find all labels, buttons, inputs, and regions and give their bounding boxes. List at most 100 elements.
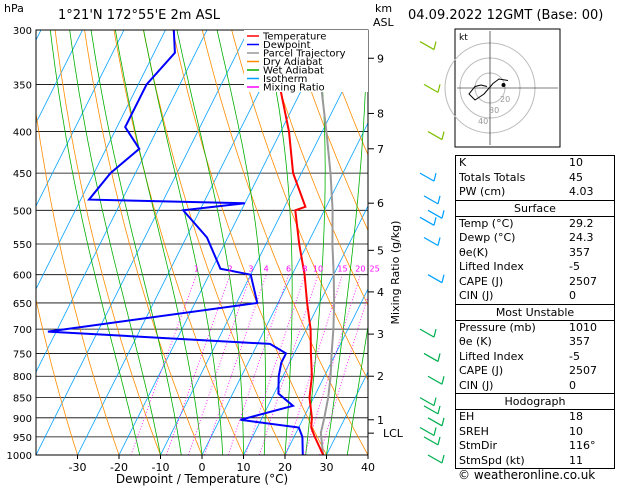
km-tick-label: 2 xyxy=(377,370,384,383)
surface-key: CAPE (J) xyxy=(459,274,504,288)
surface-row: Lifted Index -5 xyxy=(456,260,614,275)
wet-adiabat xyxy=(90,30,182,455)
surface-key: CIN (J) xyxy=(459,289,494,302)
surface-title: Surface xyxy=(456,201,614,217)
index-key: Totals Totals xyxy=(459,170,526,184)
hodograph-key: StmSpd (kt) xyxy=(459,453,525,467)
asl-unit-label: ASL xyxy=(373,16,394,29)
hodograph-value: 18 xyxy=(569,410,583,423)
wet-adiabat xyxy=(69,30,161,455)
wind-barb xyxy=(423,436,439,446)
surface-value: 0 xyxy=(569,289,576,302)
most-unstable-value: 1010 xyxy=(569,320,597,334)
wet-adiabat xyxy=(143,30,224,455)
hodograph-value: 11 xyxy=(569,453,583,467)
wind-barb xyxy=(419,216,435,226)
dry-adiabat xyxy=(36,297,78,455)
most-unstable-row: Lifted Index -5 xyxy=(456,350,614,365)
mixing-ratio-label: 25 xyxy=(370,265,380,274)
mixing-ratio-label: 4 xyxy=(264,265,269,274)
wind-barb-flag xyxy=(437,436,441,446)
index-value: 10 xyxy=(569,156,583,169)
isotherm-line xyxy=(36,30,208,373)
km-tick-label: 6 xyxy=(377,197,384,210)
index-row: Totals Totals 45 xyxy=(456,171,614,186)
wet-adiabat xyxy=(115,30,203,455)
surface-key: Temp (°C) xyxy=(459,216,514,230)
wind-barb-flag xyxy=(437,84,441,93)
wind-barb xyxy=(427,131,443,141)
x-tick-label: -10 xyxy=(152,461,170,474)
x-tick-label: 20 xyxy=(278,461,292,474)
wind-barb xyxy=(419,328,435,338)
wind-barb xyxy=(423,83,439,93)
mixing-ratio-label: 10 xyxy=(313,265,323,274)
wet-adiabat xyxy=(176,30,244,455)
pressure-tick-label: 950 xyxy=(13,433,32,444)
most-unstable-key: Lifted Index xyxy=(459,349,524,363)
wind-barb-flag xyxy=(433,397,437,406)
mixing-ratio-label: 15 xyxy=(337,265,347,274)
temperature-line xyxy=(268,30,325,455)
isotherm-line xyxy=(160,39,368,455)
mixing-ratio-line xyxy=(245,274,306,455)
most-unstable-key: θe (K) xyxy=(459,335,492,348)
hodograph-row: SREH 10 xyxy=(456,425,614,440)
pressure-tick-label: 350 xyxy=(13,80,32,91)
mixing-ratio-label: 20 xyxy=(355,265,365,274)
most-unstable-value: 357 xyxy=(569,335,590,348)
surface-value: 357 xyxy=(569,245,590,259)
wind-barb-flag xyxy=(441,417,445,426)
pressure-tick-label: 600 xyxy=(13,271,32,282)
plot-frame xyxy=(35,29,369,456)
hodograph-ring-label: 30 xyxy=(489,106,499,115)
surface-key: Dewp (°C) xyxy=(459,231,516,244)
hodograph-unit-label: kt xyxy=(459,33,468,43)
storm-motion-dot xyxy=(501,83,506,87)
wind-barb-flag xyxy=(437,237,441,246)
index-key: K xyxy=(459,156,467,169)
wind-barb xyxy=(427,417,443,427)
most-unstable-row: θe (K) 357 xyxy=(456,335,614,350)
pressure-tick-label: 500 xyxy=(13,206,32,217)
dry-adiabat xyxy=(201,30,368,455)
wind-barb xyxy=(419,426,435,437)
pressure-tick-label: 900 xyxy=(13,414,32,425)
mixing-ratio-axis-label: Mixing Ratio (g/kg) xyxy=(389,221,402,325)
hodograph-value: 10 xyxy=(569,424,583,438)
x-tick-label: 0 xyxy=(199,461,206,474)
pressure-tick-label: 300 xyxy=(13,26,32,37)
wind-barb xyxy=(419,41,435,51)
dry-adiabat xyxy=(143,30,286,455)
wind-barb xyxy=(427,274,443,284)
x-tick-label: -20 xyxy=(110,461,128,474)
isotherm-line xyxy=(36,30,125,207)
x-tick-label: 10 xyxy=(237,461,251,474)
hodograph-row: StmSpd (kt) 11 xyxy=(456,454,614,469)
hodograph-key: StmDir xyxy=(459,439,498,452)
legend-label: Dry Adiabat xyxy=(263,57,322,68)
mixing-ratio-label: 6 xyxy=(286,265,291,274)
dewpoint-line xyxy=(47,30,304,455)
surface-value: -5 xyxy=(569,260,580,273)
dry-adiabat xyxy=(84,30,203,455)
hodograph-key: EH xyxy=(459,410,475,423)
indices-table: K 10 Totals Totals 45 PW (cm) 4.03 Surface Te… xyxy=(455,155,615,469)
dry-adiabat xyxy=(260,30,368,306)
surface-row: Temp (°C) 29.2 xyxy=(456,217,614,232)
wind-barb-flag xyxy=(441,210,445,219)
lcl-label: LCL xyxy=(383,427,404,440)
mixing-ratio-line xyxy=(259,274,319,455)
km-tick-label: 3 xyxy=(377,328,384,341)
isotherm-line xyxy=(77,30,291,455)
surface-key: Lifted Index xyxy=(459,260,524,273)
wind-barb-flag xyxy=(433,427,437,436)
km-unit-label: km xyxy=(375,2,393,15)
km-tick-label: 9 xyxy=(377,52,384,65)
wind-barb-flag xyxy=(441,131,445,140)
hodograph-row: EH 18 xyxy=(456,410,614,425)
wind-barb xyxy=(419,397,435,407)
isotherm-line xyxy=(36,30,249,455)
km-tick-label: 5 xyxy=(377,244,384,257)
parcel-trajectory-line xyxy=(309,30,336,455)
